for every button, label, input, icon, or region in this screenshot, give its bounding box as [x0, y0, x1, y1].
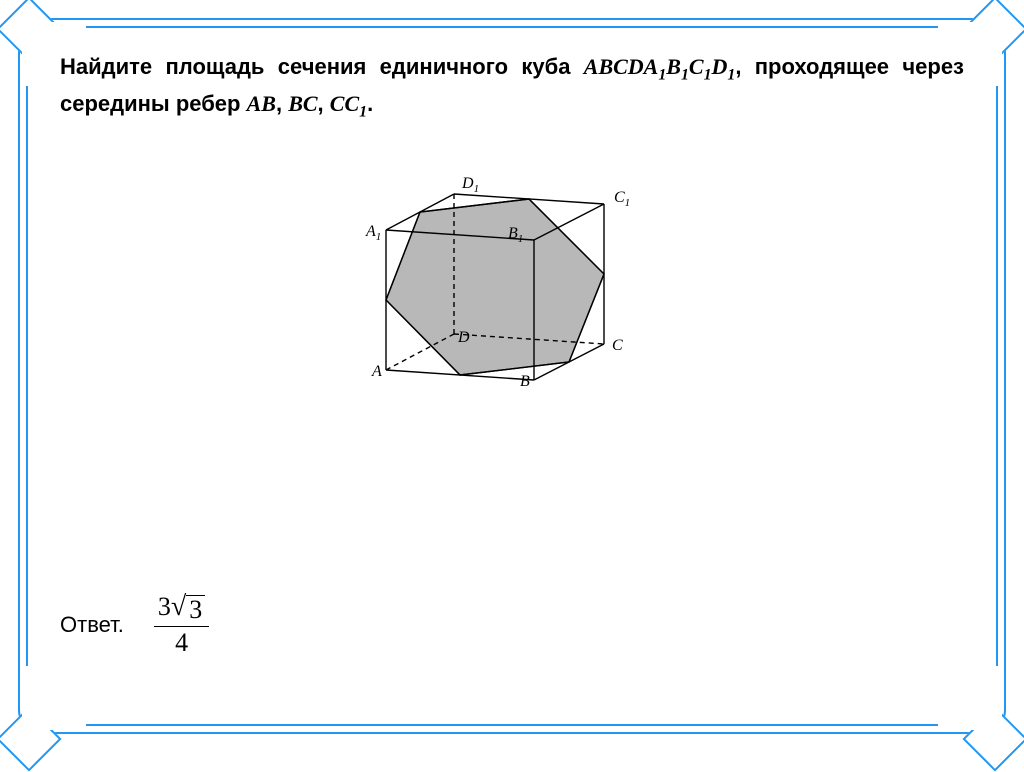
cube-cross-section-diagram: ABCDA1B1C1D1: [342, 154, 682, 434]
svg-text:A1: A1: [365, 223, 381, 243]
sqrt-radicand: 3: [186, 595, 205, 625]
problem-period: .: [367, 91, 373, 116]
problem-statement: Найдите площадь сечения единичного куба …: [60, 50, 964, 124]
sqrt-symbol: √: [171, 593, 186, 621]
svg-text:D: D: [457, 329, 470, 346]
svg-text:C1: C1: [614, 189, 630, 209]
problem-prefix: Найдите площадь сечения единичного куба: [60, 54, 584, 79]
diagram-container: ABCDA1B1C1D1: [60, 154, 964, 434]
cube-label-2: B: [666, 54, 681, 79]
answer-numerator: 3√3: [154, 593, 209, 627]
answer-coeff: 3: [158, 592, 171, 621]
answer-denominator: 4: [154, 626, 209, 658]
answer-fraction: 3√3 4: [154, 593, 209, 658]
edge-2-sub: 1: [359, 104, 367, 121]
edge-0: AB: [247, 91, 276, 116]
edge-2: CC: [330, 91, 359, 116]
edge-1: BC: [288, 91, 317, 116]
slide-content: Найдите площадь сечения единичного куба …: [60, 50, 964, 718]
svg-text:B: B: [520, 373, 530, 390]
answer-label: Ответ.: [60, 612, 124, 638]
svg-text:D1: D1: [461, 175, 479, 195]
sqrt-wrap: √3: [171, 593, 205, 625]
cube-label-5: 1: [704, 66, 712, 83]
cube-label-3: 1: [681, 66, 689, 83]
cube-label-0: ABCDA: [584, 54, 659, 79]
svg-text:A: A: [371, 363, 382, 380]
answer-row: Ответ. 3√3 4: [60, 593, 209, 658]
cube-label-6: D: [712, 54, 728, 79]
svg-text:C: C: [612, 337, 623, 354]
cube-label-4: C: [689, 54, 704, 79]
